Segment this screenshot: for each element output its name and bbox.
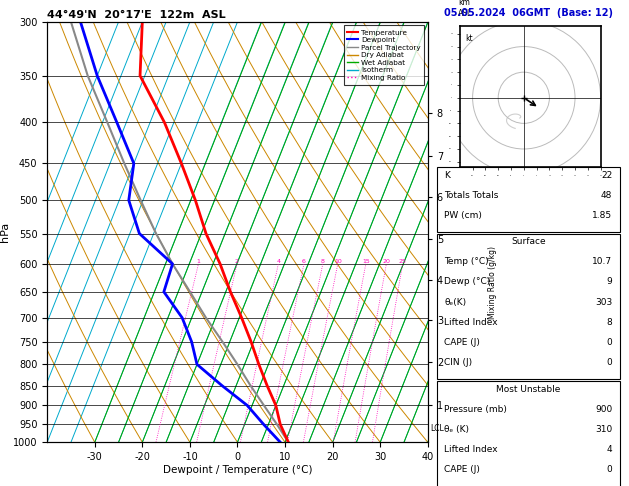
Bar — [437, 167, 620, 232]
Text: 0: 0 — [606, 466, 612, 474]
Text: 10.7: 10.7 — [592, 257, 612, 266]
Text: CIN (J): CIN (J) — [444, 358, 472, 367]
Text: Totals Totals: Totals Totals — [444, 191, 499, 200]
Text: 2: 2 — [235, 259, 239, 264]
Text: K: K — [444, 171, 450, 180]
Text: 22: 22 — [601, 171, 612, 180]
Text: 20: 20 — [382, 259, 391, 264]
Text: CAPE (J): CAPE (J) — [444, 466, 480, 474]
Text: 0: 0 — [606, 358, 612, 367]
Text: Lifted Index: Lifted Index — [444, 318, 498, 327]
Text: Lifted Index: Lifted Index — [444, 445, 498, 454]
Text: 6: 6 — [302, 259, 306, 264]
Text: 10: 10 — [334, 259, 342, 264]
Text: 1: 1 — [196, 259, 201, 264]
Text: LCL: LCL — [430, 424, 444, 433]
Text: Temp (°C): Temp (°C) — [444, 257, 489, 266]
Bar — [437, 234, 620, 379]
Text: 25: 25 — [399, 259, 406, 264]
Text: 9: 9 — [606, 278, 612, 286]
Y-axis label: hPa: hPa — [0, 222, 10, 242]
Text: CAPE (J): CAPE (J) — [444, 338, 480, 347]
Text: θₑ (K): θₑ (K) — [444, 425, 469, 434]
Text: Surface: Surface — [511, 237, 545, 246]
Text: θₑ(K): θₑ(K) — [444, 297, 467, 307]
Text: 4: 4 — [606, 445, 612, 454]
Legend: Temperature, Dewpoint, Parcel Trajectory, Dry Adiabat, Wet Adiabat, Isotherm, Mi: Temperature, Dewpoint, Parcel Trajectory… — [343, 25, 424, 85]
Text: Mixing Ratio (g/kg): Mixing Ratio (g/kg) — [488, 246, 497, 319]
Text: 8: 8 — [606, 318, 612, 327]
Text: 4: 4 — [276, 259, 281, 264]
Text: 0: 0 — [606, 338, 612, 347]
Text: PW (cm): PW (cm) — [444, 211, 482, 221]
Text: Pressure (mb): Pressure (mb) — [444, 405, 507, 414]
Text: km
ASL: km ASL — [459, 0, 472, 17]
Text: 900: 900 — [595, 405, 612, 414]
X-axis label: Dewpoint / Temperature (°C): Dewpoint / Temperature (°C) — [163, 465, 312, 475]
Text: 44°49'N  20°17'E  122m  ASL: 44°49'N 20°17'E 122m ASL — [47, 10, 226, 20]
Text: 8: 8 — [321, 259, 325, 264]
Text: 303: 303 — [595, 297, 612, 307]
Text: 15: 15 — [362, 259, 370, 264]
Text: 310: 310 — [595, 425, 612, 434]
Bar — [437, 382, 620, 486]
Text: 48: 48 — [601, 191, 612, 200]
Text: 05.05.2024  06GMT  (Base: 12): 05.05.2024 06GMT (Base: 12) — [444, 8, 613, 17]
Text: 1.85: 1.85 — [592, 211, 612, 221]
Text: Most Unstable: Most Unstable — [496, 384, 560, 394]
Text: Dewp (°C): Dewp (°C) — [444, 278, 491, 286]
